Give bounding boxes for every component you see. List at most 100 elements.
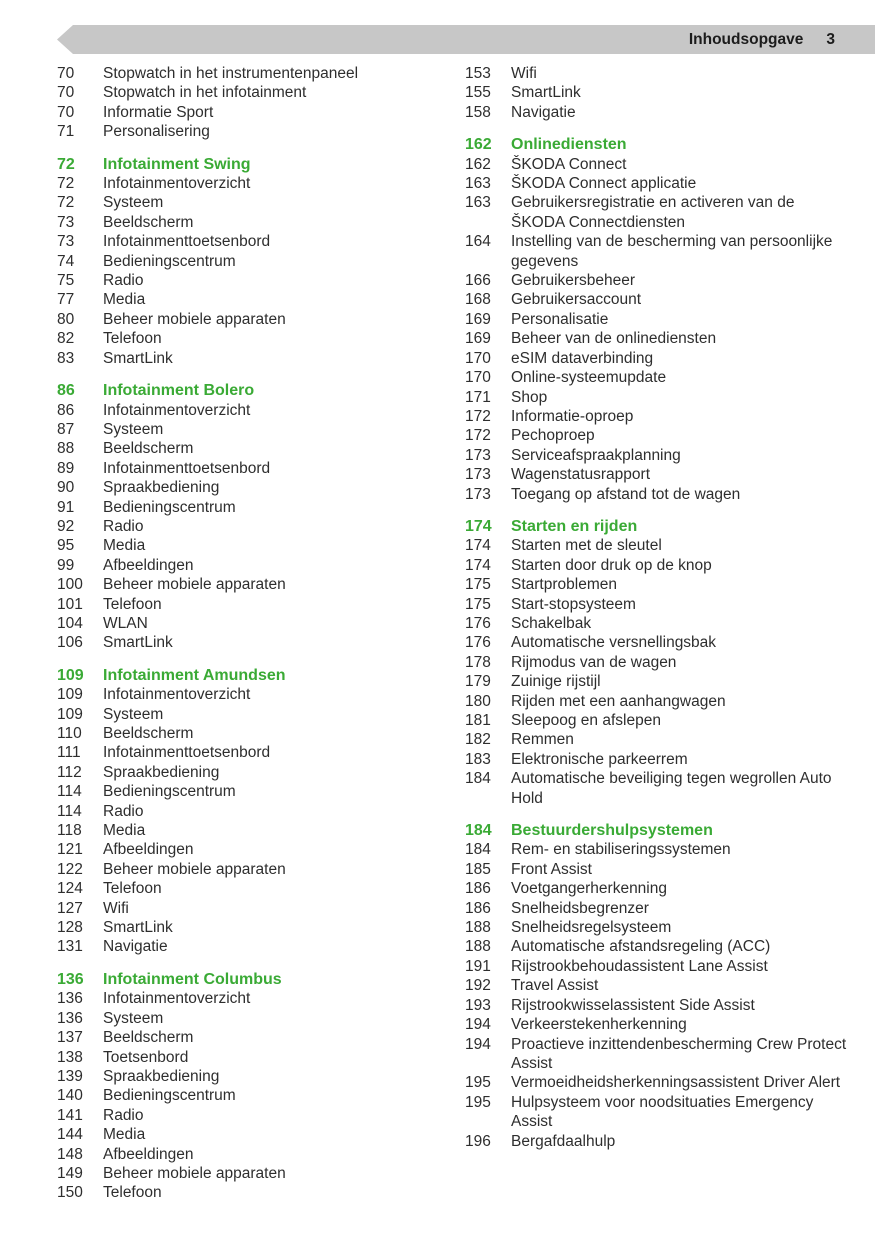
- toc-section-title: Infotainment Columbus: [103, 970, 282, 988]
- toc-entry-title: Vermoeidheidsherkenningsassistent Driver…: [511, 1074, 841, 1092]
- toc-entry-page: 174: [465, 556, 491, 574]
- toc-entry-title: Rijstrookwisselassistent Side Assist: [511, 996, 755, 1014]
- toc-entry-page: 83: [57, 349, 75, 367]
- toc-entry: 139 Spraakbediening: [57, 1067, 439, 1086]
- toc-entry-page: 169: [465, 330, 491, 348]
- toc-entry-title: Spraakbediening: [103, 763, 220, 781]
- toc-entry-title: Informatie Sport: [103, 103, 214, 121]
- toc-entry-page: 82: [57, 330, 75, 348]
- toc-entry-title: Bedieningscentrum: [103, 252, 236, 270]
- toc-entry-title: Afbeeldingen: [103, 556, 194, 574]
- toc-entry: 101 Telefoon: [57, 595, 439, 614]
- toc-entry-title: Beeldscherm: [103, 1029, 194, 1047]
- toc-entry-title: ŠKODA Connect: [511, 155, 627, 173]
- toc-entry: 173 Wagenstatusrapport: [465, 465, 847, 484]
- toc-entry-title: SmartLink: [511, 84, 581, 102]
- toc-entry-title: Bedieningscentrum: [103, 498, 236, 516]
- toc-entry-title: Spraakbediening: [103, 1067, 220, 1085]
- toc-entry: 99 Afbeeldingen: [57, 556, 439, 575]
- toc-entry: 75 Radio: [57, 271, 439, 290]
- toc-section-header: 136 Infotainment Columbus: [57, 970, 439, 989]
- toc-entry-page: 179: [465, 673, 491, 691]
- toc-entry-title: Starten met de sleutel: [511, 537, 662, 555]
- toc-entry: 73 Infotainmenttoetsenbord: [57, 232, 439, 251]
- toc-entry-title: Spraakbediening: [103, 479, 220, 497]
- toc-entry-page: 95: [57, 537, 75, 555]
- toc-entry: 74 Bedieningscentrum: [57, 252, 439, 271]
- toc-entry-page: 170: [465, 369, 491, 387]
- toc-entry-page: 118: [57, 822, 82, 840]
- toc-entry-title: Snelheidsbegrenzer: [511, 899, 649, 917]
- toc-entry-title: Stopwatch in het instrumentenpaneel: [103, 65, 359, 82]
- toc-entry-page: 72: [57, 194, 75, 212]
- toc-entry: 170 eSIM dataverbinding: [465, 349, 847, 368]
- toc-section-title: Onlinediensten: [511, 136, 627, 154]
- toc-entry-page: 112: [57, 763, 82, 781]
- toc-entry-title: Personalisering: [103, 123, 210, 141]
- toc-entry-title: Media: [103, 291, 146, 309]
- toc-entry: 196 Bergafdaalhulp: [465, 1132, 847, 1151]
- toc-entry: 106 SmartLink: [57, 633, 439, 652]
- toc-entry: 175 Startproblemen: [465, 575, 847, 594]
- toc-entry-title: Beheer mobiele apparaten: [103, 576, 286, 594]
- toc-entry-page: 155: [465, 84, 491, 102]
- toc-entry-page: 175: [465, 595, 491, 613]
- toc-entry-title: Media: [103, 1126, 146, 1144]
- toc-entry-title: Wifi: [103, 899, 129, 917]
- toc-entry-title: Personalisatie: [511, 310, 609, 328]
- page-number: 3: [826, 30, 835, 48]
- toc-entry: 122 Beheer mobiele apparaten: [57, 860, 439, 879]
- toc-entry: 178 Rijmodus van de wagen: [465, 653, 847, 672]
- toc-entry: 186 Voetgangerherkenning: [465, 879, 847, 898]
- toc-entry-page: 181: [465, 712, 491, 729]
- toc-section-header: 162 Onlinediensten: [465, 135, 847, 154]
- toc-entry-page: 185: [465, 860, 491, 878]
- toc-entry-title: Start-stopsysteem: [511, 595, 636, 613]
- toc-entry: 86 Infotainmentoverzicht: [57, 401, 439, 420]
- toc-entry-page: 186: [465, 899, 491, 917]
- toc-entry-title: Radio: [103, 517, 144, 535]
- toc-entry-page: 163: [465, 175, 491, 193]
- toc-column-2: 153 Wifi 155 SmartLink 158 Navigatie 162 Online…: [465, 64, 847, 1203]
- toc-entry: 195 Hulpsysteem voor noodsituaties Emerge…: [465, 1093, 847, 1132]
- toc-entry-title: Pechoproep: [511, 427, 595, 445]
- toc-entry-title: Toegang op afstand tot de wagen: [511, 485, 741, 503]
- toc-entry-page: 183: [465, 750, 491, 768]
- toc-entry-page: 87: [57, 420, 75, 438]
- toc-entry-page: 122: [57, 860, 83, 878]
- toc-entry-title: Systeem: [103, 194, 164, 212]
- toc-entry-page: 176: [465, 614, 491, 632]
- toc-entry-title: Infotainmentoverzicht: [103, 401, 251, 419]
- toc-section: 86 Infotainment Bolero 86 Infotainmentoverz…: [57, 381, 439, 653]
- toc-entry-title: Rem- en stabiliseringssystemen: [511, 841, 731, 859]
- toc-entry-title: Radio: [103, 1106, 144, 1124]
- toc-entry-title: Navigatie: [511, 103, 576, 121]
- toc-entry-title: Informatie-oproep: [511, 407, 634, 425]
- toc-entry-title: Systeem: [103, 705, 164, 723]
- toc-entry-title: Snelheidsregelsysteem: [511, 919, 672, 937]
- toc-entry-page: 72: [57, 175, 75, 193]
- toc-entry-title: Bedieningscentrum: [103, 1087, 236, 1105]
- toc-entry-title: Telefoon: [103, 330, 162, 348]
- toc-entry: 109 Systeem: [57, 705, 439, 724]
- toc-entry: 158 Navigatie: [465, 103, 847, 122]
- toc-entry: 186 Snelheidsbegrenzer: [465, 899, 847, 918]
- toc-section-page: 72: [57, 155, 75, 173]
- toc-entry-page: 162: [465, 155, 491, 173]
- toc-entry-title: Infotainmentoverzicht: [103, 990, 251, 1008]
- toc-entry-page: 188: [465, 919, 491, 937]
- toc-entry: 174 Starten met de sleutel: [465, 536, 847, 555]
- toc-entry-page: 173: [465, 485, 491, 503]
- toc-entry: 172 Pechoproep: [465, 426, 847, 445]
- toc-entry: 138 Toetsenbord: [57, 1048, 439, 1067]
- toc-entry-title: Elektronische parkeerrem: [511, 750, 688, 768]
- toc-entry-page: 169: [465, 310, 491, 328]
- toc-entry-page: 90: [57, 479, 75, 497]
- toc-entry: 169 Personalisatie: [465, 310, 847, 329]
- toc-entry-page: 86: [57, 401, 75, 419]
- toc-entry-title: Gebruikersaccount: [511, 291, 642, 309]
- toc-entry: 87 Systeem: [57, 420, 439, 439]
- toc-entry-page: 173: [465, 446, 491, 464]
- toc-entry-page: 193: [465, 996, 491, 1014]
- toc-entry-page: 99: [57, 556, 75, 574]
